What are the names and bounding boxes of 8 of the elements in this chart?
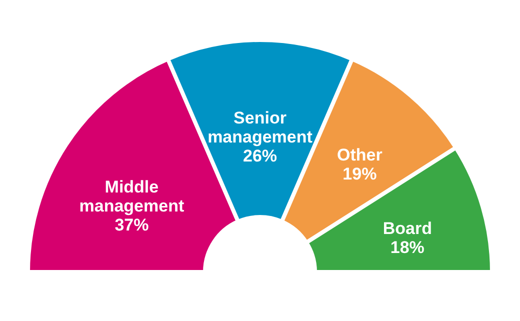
slice-label: Senior management xyxy=(208,108,313,146)
slice-label: Middle management xyxy=(79,178,184,216)
data-label: 37% xyxy=(114,216,149,235)
data-label: 26% xyxy=(242,146,278,166)
data-label: 18% xyxy=(390,238,424,258)
slice-label: Other xyxy=(337,145,383,164)
slice-label: Board xyxy=(382,219,432,238)
data-label: 19% xyxy=(342,164,377,184)
